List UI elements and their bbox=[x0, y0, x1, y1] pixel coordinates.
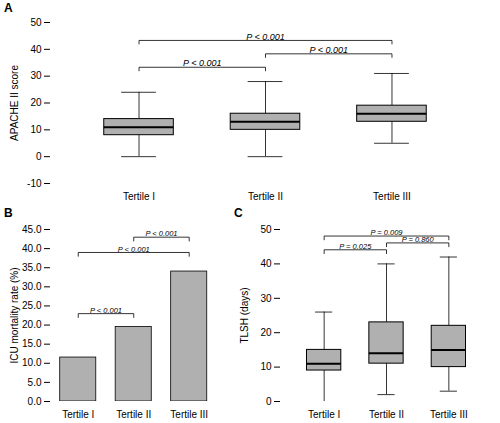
svg-text:20.0: 20.0 bbox=[22, 319, 42, 330]
svg-text:35.0: 35.0 bbox=[22, 262, 42, 273]
svg-text:P < 0.001: P < 0.001 bbox=[246, 32, 284, 42]
svg-text:40.0: 40.0 bbox=[22, 243, 42, 254]
svg-text:0.0: 0.0 bbox=[28, 396, 42, 407]
svg-text:Tertile III: Tertile III bbox=[170, 409, 208, 420]
svg-text:Tertile III: Tertile III bbox=[430, 409, 468, 420]
svg-text:Tertile I: Tertile I bbox=[123, 191, 155, 202]
html-text:A: A bbox=[4, 1, 13, 15]
svg-text:P < 0.001: P < 0.001 bbox=[118, 245, 150, 254]
svg-text:30: 30 bbox=[260, 293, 272, 304]
svg-text:45.0: 45.0 bbox=[22, 224, 42, 235]
html-text:B: B bbox=[4, 206, 13, 220]
svg-text:50: 50 bbox=[30, 17, 42, 28]
svg-text:0: 0 bbox=[266, 396, 272, 407]
svg-text:25.0: 25.0 bbox=[22, 300, 42, 311]
svg-text:P < 0.001: P < 0.001 bbox=[90, 306, 122, 315]
svg-text:Tertile III: Tertile III bbox=[373, 191, 411, 202]
svg-text:5.0: 5.0 bbox=[28, 377, 42, 388]
svg-text:-10: -10 bbox=[27, 178, 42, 189]
svg-text:TLSH (days): TLSH (days) bbox=[239, 287, 250, 343]
svg-text:Tertile II: Tertile II bbox=[116, 409, 151, 420]
svg-text:P < 0.001: P < 0.001 bbox=[310, 45, 348, 55]
svg-text:Tertile I: Tertile I bbox=[308, 409, 340, 420]
html-text:C: C bbox=[234, 206, 243, 220]
svg-text:40: 40 bbox=[30, 44, 42, 55]
svg-text:30: 30 bbox=[30, 70, 42, 81]
svg-text:20: 20 bbox=[30, 97, 42, 108]
svg-text:APACHE II score: APACHE II score bbox=[9, 65, 20, 141]
svg-text:P = 0.009: P = 0.009 bbox=[370, 228, 403, 237]
svg-text:P < 0.001: P < 0.001 bbox=[145, 229, 177, 238]
svg-text:40: 40 bbox=[260, 258, 272, 269]
svg-text:0: 0 bbox=[36, 151, 42, 162]
svg-text:Tertile I: Tertile I bbox=[62, 409, 94, 420]
svg-text:Tertile II: Tertile II bbox=[248, 191, 283, 202]
svg-text:15.0: 15.0 bbox=[22, 338, 42, 349]
svg-text:10: 10 bbox=[30, 124, 42, 135]
svg-text:10: 10 bbox=[260, 361, 272, 372]
svg-text:Tertile II: Tertile II bbox=[369, 409, 404, 420]
svg-text:ICU mortality rate (%): ICU mortality rate (%) bbox=[9, 267, 20, 363]
svg-text:P = 0.860: P = 0.860 bbox=[402, 235, 435, 244]
svg-text:10.0: 10.0 bbox=[22, 357, 42, 368]
svg-text:P < 0.001: P < 0.001 bbox=[183, 58, 221, 68]
svg-text:50: 50 bbox=[260, 224, 272, 235]
svg-text:20: 20 bbox=[260, 327, 272, 338]
svg-text:30.0: 30.0 bbox=[22, 281, 42, 292]
svg-text:P = 0.025: P = 0.025 bbox=[339, 242, 372, 251]
